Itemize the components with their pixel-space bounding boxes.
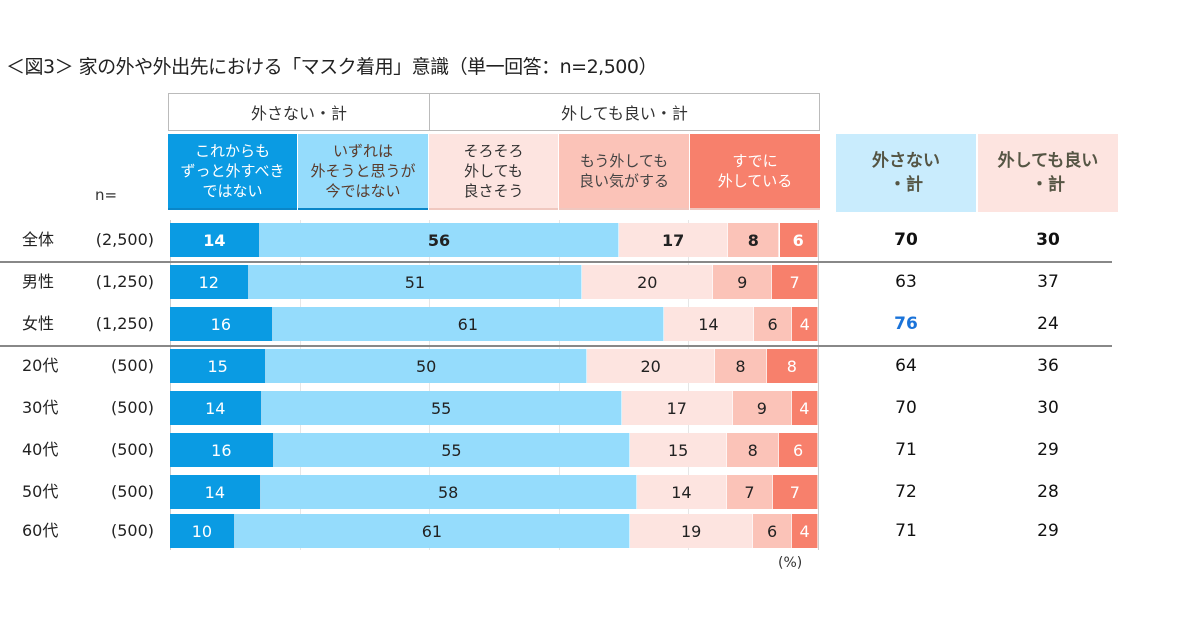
bar-segment-4: 6 [753, 514, 793, 548]
total-may-remove: 29 [1037, 521, 1059, 541]
axis-line [170, 220, 171, 550]
row-label: 30代 [22, 398, 59, 417]
bar-segment-3: 20 [587, 349, 716, 383]
bar-segment-1: 14 [170, 223, 260, 257]
bar-segment-1: 14 [170, 391, 262, 425]
bar-segment-4: 7 [727, 475, 773, 509]
bar-segment-1: 15 [170, 349, 267, 383]
total-may-remove: 36 [1037, 356, 1059, 376]
bar-segment-4: 8 [728, 223, 780, 257]
total-not-remove: 72 [895, 482, 917, 502]
row-n: (1,250) [95, 272, 154, 291]
gridline [558, 220, 560, 550]
row-label: 女性 [22, 314, 55, 333]
bar-segment-4: 6 [753, 307, 793, 341]
legend-header-3: そろそろ 外しても 良さそう [429, 134, 558, 210]
bar-segment-2: 56 [259, 223, 620, 257]
row-separator [0, 261, 1112, 263]
group-header-not-remove: 外さない・計 [168, 93, 430, 131]
bar-segment-2: 50 [266, 349, 588, 383]
bar-segment-4: 9 [713, 265, 773, 299]
bar-segment-3: 14 [664, 307, 754, 341]
total-not-remove: 64 [895, 356, 917, 376]
row-label: 40代 [22, 440, 59, 459]
legend-header-5: すでに 外している [690, 134, 820, 210]
bar-segment-3: 17 [621, 391, 733, 425]
bar-segment-3: 19 [630, 514, 754, 548]
bar-segment-4: 8 [727, 433, 780, 467]
total-not-remove: 63 [895, 272, 917, 292]
total-may-remove: 28 [1037, 482, 1059, 502]
bar-segment-3: 17 [619, 223, 729, 257]
total-not-remove: 71 [895, 440, 917, 460]
total-may-remove: 37 [1037, 272, 1059, 292]
row-label: 全体 [22, 230, 55, 249]
row-n: (500) [110, 521, 154, 540]
bar-segment-2: 61 [272, 307, 664, 341]
bar-segment-3: 14 [636, 475, 728, 509]
gridline [299, 220, 301, 550]
n-label: n= [95, 186, 118, 204]
bar-segment-2: 55 [273, 433, 631, 467]
group-header-may-remove: 外しても良い・計 [429, 93, 820, 131]
row-label: 20代 [22, 356, 59, 375]
total-header-not-remove: 外さない ・計 [836, 134, 976, 212]
bar-segment-4: 9 [732, 391, 792, 425]
total-may-remove: 30 [1036, 230, 1060, 250]
row-label: 50代 [22, 482, 59, 501]
bar-segment-1: 14 [170, 475, 261, 509]
bar-segment-2: 55 [261, 391, 622, 425]
bar-segment-1: 16 [170, 433, 274, 467]
bar-segment-4: 8 [715, 349, 767, 383]
bar-segment-2: 61 [234, 514, 631, 548]
bar-segment-3: 15 [630, 433, 728, 467]
bar-segment-1: 10 [170, 514, 235, 548]
bar-segment-2: 58 [260, 475, 637, 509]
gridline [688, 220, 690, 550]
bar-segment-5: 6 [779, 223, 818, 257]
row-n: (2,500) [95, 230, 154, 249]
bar-segment-3: 20 [582, 265, 714, 299]
total-may-remove: 24 [1037, 314, 1059, 334]
row-n: (500) [110, 356, 154, 375]
bar-segment-2: 51 [248, 265, 583, 299]
bar-segment-5: 8 [766, 349, 818, 383]
legend-header-1: これからも ずっと外すべき ではない [168, 134, 297, 210]
row-separator [0, 345, 1112, 347]
bar-segment-1: 16 [170, 307, 273, 341]
bar-segment-5: 4 [792, 514, 818, 548]
legend-header-2: いずれは 外そうと思うが 今ではない [298, 134, 428, 210]
row-n: (1,250) [95, 314, 154, 333]
total-may-remove: 30 [1037, 398, 1059, 418]
bar-segment-5: 4 [791, 391, 818, 425]
total-not-remove: 70 [895, 398, 917, 418]
chart-title: ＜図3＞ 家の外や外出先における「マスク着用」意識（単一回答：n=2,500） [6, 56, 658, 78]
row-n: (500) [110, 440, 154, 459]
row-n: (500) [110, 398, 154, 417]
total-not-remove: 76 [894, 314, 918, 334]
total-not-remove: 70 [894, 230, 918, 250]
bar-segment-5: 6 [779, 433, 818, 467]
axis-line-right [818, 220, 819, 550]
total-may-remove: 29 [1037, 440, 1059, 460]
total-not-remove: 71 [895, 521, 917, 541]
bar-segment-1: 12 [170, 265, 249, 299]
row-n: (500) [110, 482, 154, 501]
bar-segment-5: 7 [772, 265, 818, 299]
bar-segment-5: 7 [772, 475, 818, 509]
total-header-may-remove: 外しても良い ・計 [978, 134, 1118, 212]
row-label: 男性 [22, 272, 55, 291]
row-label: 60代 [22, 521, 59, 540]
gridline [429, 220, 431, 550]
unit-label: (%) [778, 555, 803, 571]
legend-header-4: もう外しても 良い気がする [559, 134, 689, 210]
bar-segment-5: 4 [792, 307, 818, 341]
